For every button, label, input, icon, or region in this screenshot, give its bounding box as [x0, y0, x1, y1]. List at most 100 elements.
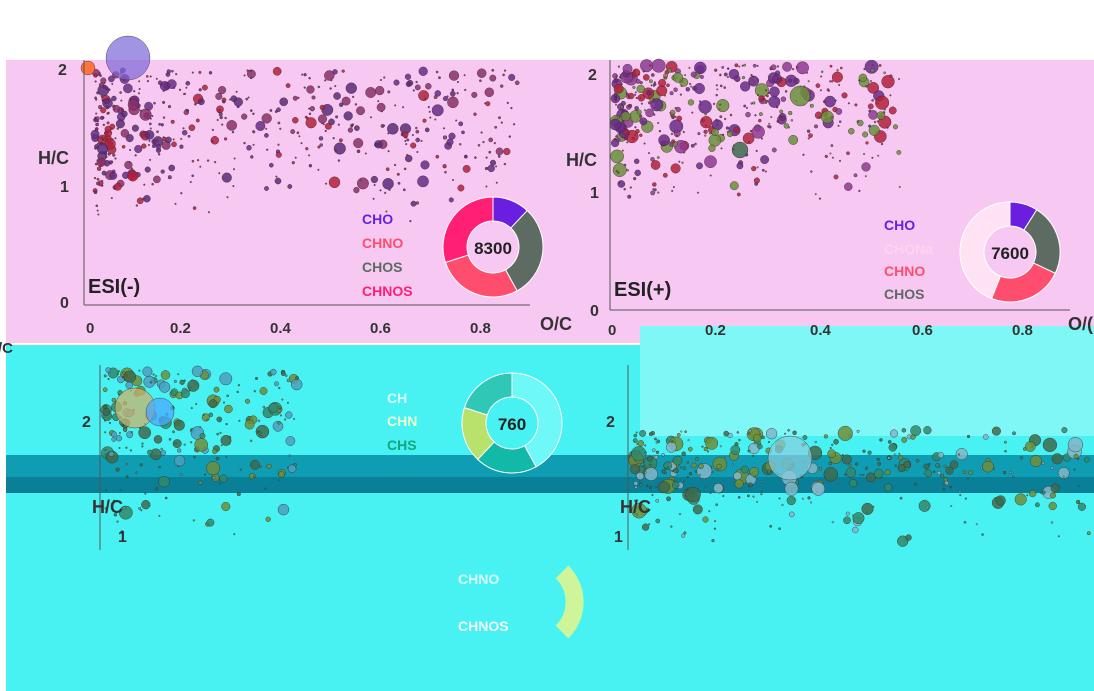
scatter-point-esi-pos — [721, 133, 725, 136]
scatter-point-esi-pos — [787, 126, 790, 129]
scatter-point-esi-neg — [415, 80, 418, 84]
scatter-point-esi-pos — [675, 106, 681, 113]
scatter-point-bottom-right — [823, 467, 838, 482]
x-axis-label-tr-cut: O/( — [1068, 314, 1093, 334]
scatter-point-bottom-right — [964, 497, 967, 500]
scatter-point-bottom-right — [940, 473, 945, 478]
scatter-point-bottom-right — [865, 468, 868, 471]
scatter-point-esi-neg — [415, 126, 418, 130]
scatter-point-esi-neg — [96, 209, 99, 212]
scatter-point-esi-neg — [145, 75, 149, 78]
scatter-point-bottom-right — [1057, 535, 1060, 538]
scatter-point-esi-pos — [878, 64, 882, 67]
scatter-point-esi-neg — [484, 166, 489, 171]
scatter-point-esi-neg — [264, 186, 269, 191]
scatter-point-bottom-left — [179, 379, 185, 385]
scatter-point-bottom-left — [183, 379, 186, 382]
y-tick-tr-1: 1 — [590, 185, 599, 202]
scatter-point-bottom-right — [1042, 437, 1058, 453]
scatter-point-esi-pos — [888, 106, 897, 115]
scatter-point-esi-pos — [751, 125, 765, 139]
scatter-point-esi-neg — [98, 104, 103, 110]
scatter-point-esi-neg — [412, 89, 415, 92]
scatter-point-esi-neg — [456, 92, 459, 95]
scatter-point-esi-pos — [639, 117, 648, 126]
scatter-point-esi-neg — [114, 137, 117, 140]
scatter-point-esi-pos — [623, 163, 627, 167]
scatter-point-esi-neg — [484, 102, 487, 105]
y-tick-bl-2: 2 — [82, 414, 91, 431]
scatter-point-bottom-left — [138, 426, 151, 440]
scatter-point-bottom-right — [861, 502, 874, 515]
scatter-point-esi-pos — [759, 112, 763, 117]
scatter-point-bottom-right — [687, 439, 690, 442]
scatter-point-esi-pos — [716, 123, 719, 127]
scatter-point-esi-pos — [742, 132, 755, 145]
scatter-point-bottom-left — [206, 518, 215, 527]
scatter-point-bottom-right — [666, 496, 671, 502]
legend-tr-chno: CHNO — [884, 263, 925, 279]
scatter-point-esi-neg — [404, 139, 407, 142]
scatter-point-esi-neg — [93, 73, 98, 78]
scatter-point-bottom-left — [179, 473, 183, 477]
scatter-point-bottom-right — [1050, 466, 1055, 470]
scatter-point-esi-neg — [333, 142, 346, 155]
scatter-point-esi-pos — [658, 129, 662, 133]
scatter-point-esi-neg — [94, 162, 98, 166]
scatter-point-esi-pos — [650, 157, 655, 162]
scatter-point-esi-pos — [697, 191, 700, 194]
scatter-point-esi-pos — [610, 138, 620, 148]
scatter-point-bottom-right — [1050, 521, 1054, 524]
scatter-point-esi-neg — [446, 138, 454, 146]
scatter-point-esi-pos — [870, 68, 875, 73]
scatter-point-esi-neg — [156, 139, 159, 142]
scatter-point-bottom-right — [651, 494, 654, 497]
scatter-point-esi-neg — [482, 141, 485, 144]
scatter-point-esi-neg — [495, 165, 498, 168]
scatter-point-esi-neg — [396, 172, 400, 176]
scatter-point-esi-neg — [356, 177, 369, 190]
scatter-point-esi-pos — [738, 65, 741, 68]
scatter-point-bottom-right — [995, 495, 1006, 506]
scatter-point-esi-pos — [864, 175, 867, 178]
scatter-point-bottom-right — [1067, 437, 1084, 453]
scatter-point-esi-neg — [508, 135, 511, 138]
scatter-point-esi-pos — [719, 103, 722, 106]
scatter-point-bottom-left — [278, 386, 281, 390]
scatter-point-esi-pos — [615, 170, 618, 173]
scatter-point-esi-pos — [657, 121, 660, 124]
scatter-point-esi-neg — [433, 95, 438, 100]
scatter-point-esi-neg — [134, 154, 137, 157]
scatter-point-bottom-right — [756, 500, 759, 503]
scatter-point-esi-neg — [194, 102, 197, 106]
scatter-point-esi-pos — [755, 149, 758, 152]
panel-label-esi-pos: ESI(+) — [614, 279, 671, 301]
legend-tl-cho: CHO — [362, 211, 393, 227]
scatter-point-bottom-right — [943, 464, 947, 468]
scatter-point-bottom-left — [195, 403, 198, 406]
scatter-point-esi-pos — [640, 102, 643, 105]
scatter-point-bottom-left — [258, 419, 261, 422]
scatter-point-esi-pos — [750, 102, 753, 105]
scatter-point-bottom-left — [270, 368, 277, 376]
scatter-point-bottom-left — [190, 441, 193, 444]
scatter-point-esi-pos — [858, 189, 861, 192]
scatter-point-bottom-right — [682, 466, 687, 471]
scatter-point-esi-pos — [796, 61, 809, 75]
scatter-point-esi-neg — [226, 196, 229, 199]
scatter-point-esi-neg — [232, 185, 235, 188]
scatter-point-esi-neg — [252, 112, 255, 116]
scatter-point-esi-pos — [756, 78, 759, 82]
scatter-point-bottom-right — [807, 496, 811, 500]
scatter-point-esi-pos — [756, 64, 759, 67]
y-tick-tl-0: 0 — [60, 295, 69, 312]
scatter-point-esi-neg — [471, 91, 478, 98]
scatter-point-bottom-right — [766, 469, 771, 474]
scatter-point-esi-neg — [93, 190, 98, 195]
scatter-point-esi-neg — [420, 139, 423, 142]
scatter-point-esi-pos — [613, 93, 618, 98]
scatter-point-esi-neg — [324, 129, 327, 133]
scatter-point-esi-pos — [779, 109, 784, 114]
scatter-point-esi-pos — [868, 124, 880, 136]
scatter-point-bottom-right — [897, 464, 906, 472]
